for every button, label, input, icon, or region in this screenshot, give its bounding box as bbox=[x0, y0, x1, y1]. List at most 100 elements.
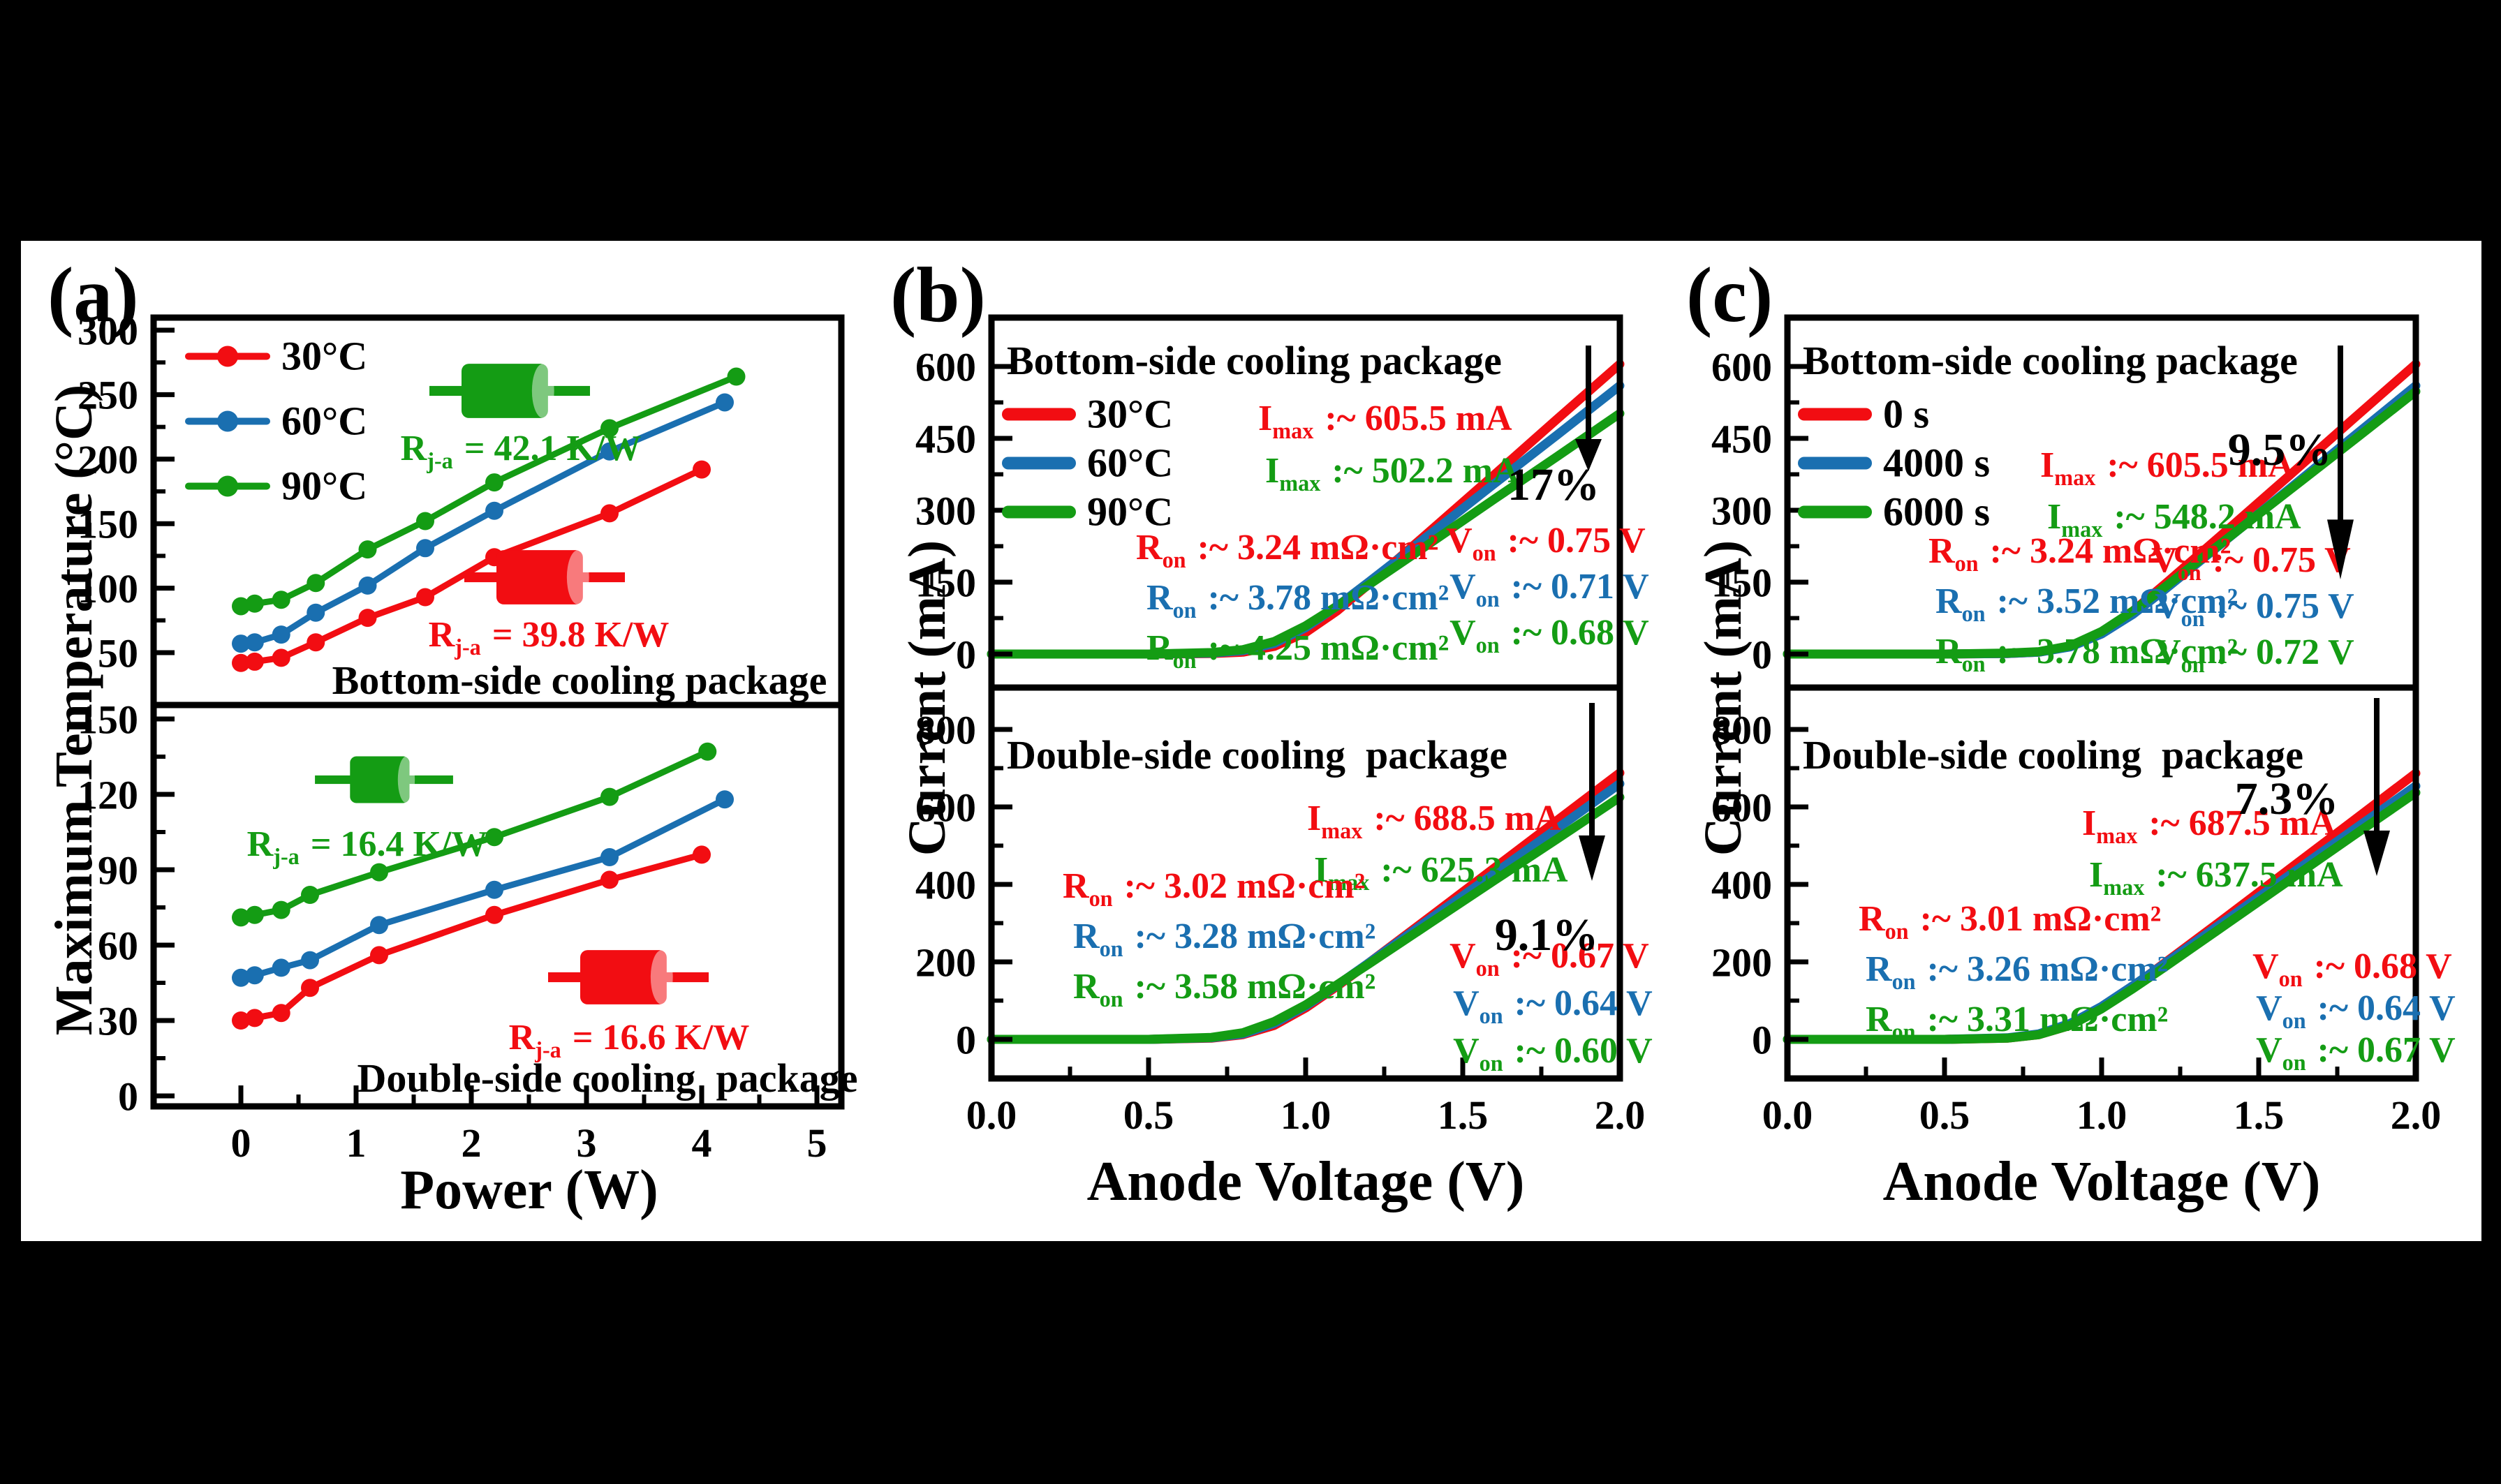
svg-text:250: 250 bbox=[78, 373, 138, 418]
decrease-arrow-icon bbox=[1573, 346, 1604, 471]
svg-text:100: 100 bbox=[78, 566, 138, 611]
legend-label: 0 s bbox=[1883, 391, 1930, 437]
von-blue-value: Von :~ 0.75 V bbox=[2155, 586, 2354, 632]
subplot-title-double-side: Double-side cooling package bbox=[1007, 732, 1507, 778]
ron-red-value: Ron :~ 3.24 mΩ·cm² bbox=[1136, 528, 1439, 573]
figure-canvas: 300 250 200 150 100 50 150 120 90 60 30 0 0 1 2 3 4 5 600 4… bbox=[21, 241, 2481, 1241]
legend-item-30c: 30°C bbox=[185, 333, 367, 380]
legend-line-dot-icon bbox=[185, 410, 270, 431]
svg-text:1.5: 1.5 bbox=[2234, 1092, 2285, 1138]
von-red-value: Von :~ 0.67 V bbox=[1449, 936, 1649, 981]
panel-c-y-axis-title: Current (mA) bbox=[1694, 540, 1753, 856]
svg-text:150: 150 bbox=[915, 560, 976, 605]
legend-label: 30°C bbox=[281, 333, 368, 379]
von-green-value: Von :~ 0.68 V bbox=[1449, 613, 1649, 658]
red-package-icon bbox=[548, 949, 709, 1006]
imax-green-value: Imax :~ 637.5 mA bbox=[2089, 855, 2343, 900]
legend-item-60c: 60°C bbox=[185, 398, 367, 445]
legend-line-icon bbox=[1798, 505, 1872, 518]
subplot-caption-bottom-side: Bottom-side cooling package bbox=[332, 658, 827, 703]
legend-label: 60°C bbox=[281, 398, 368, 444]
svg-text:2: 2 bbox=[462, 1120, 482, 1166]
ron-blue-value: Ron :~ 3.78 mΩ·cm² bbox=[1146, 578, 1449, 623]
panel-b-y-axis-title: Current (mA) bbox=[898, 540, 957, 856]
svg-text:3: 3 bbox=[577, 1120, 597, 1166]
legend-label: 90°C bbox=[1087, 489, 1174, 535]
legend-line-icon bbox=[1798, 457, 1872, 469]
decrease-arrow-icon bbox=[2361, 698, 2392, 876]
svg-text:150: 150 bbox=[1711, 560, 1772, 605]
svg-text:200: 200 bbox=[915, 940, 976, 985]
degradation-percent: 7.3% bbox=[2234, 773, 2339, 824]
ron-red-value: Ron :~ 3.02 mΩ·cm² bbox=[1063, 866, 1366, 912]
von-red-value: Von :~ 0.68 V bbox=[2252, 947, 2452, 992]
svg-text:0.5: 0.5 bbox=[1919, 1092, 1970, 1138]
svg-text:600: 600 bbox=[915, 785, 976, 830]
svg-text:800: 800 bbox=[1711, 707, 1772, 752]
panel-c-x-axis-title: Anode Voltage (V) bbox=[1882, 1151, 2321, 1212]
legend-item-90c: 90°C bbox=[185, 463, 367, 510]
rja-red-value: Rj-a = 39.8 K/W bbox=[428, 615, 670, 660]
svg-text:600: 600 bbox=[1711, 785, 1772, 830]
ron-blue-value: Ron :~ 3.28 mΩ·cm² bbox=[1073, 917, 1376, 962]
subplot-title-bottom-side: Bottom-side cooling package bbox=[1803, 338, 2298, 383]
imax-green-value: Imax :~ 548.2 mA bbox=[2047, 497, 2301, 542]
von-blue-value: Von :~ 0.71 V bbox=[1449, 567, 1649, 612]
von-green-value: Von :~ 0.67 V bbox=[2256, 1030, 2456, 1076]
panel-b-x-axis-title: Anode Voltage (V) bbox=[1086, 1151, 1525, 1212]
legend-line-dot-icon bbox=[185, 346, 270, 366]
legend-label: 30°C bbox=[1087, 391, 1174, 437]
svg-text:5: 5 bbox=[807, 1120, 827, 1166]
svg-text:800: 800 bbox=[915, 707, 976, 752]
degradation-percent: 9.5% bbox=[2227, 424, 2332, 475]
green-package-icon bbox=[429, 362, 590, 420]
svg-text:150: 150 bbox=[78, 697, 138, 742]
svg-text:4: 4 bbox=[692, 1120, 712, 1166]
svg-text:200: 200 bbox=[1711, 940, 1772, 985]
panel-a-x-axis-title: Power (W) bbox=[400, 1159, 658, 1221]
imax-red-value: Imax :~ 688.5 mA bbox=[1307, 799, 1561, 844]
legend-item-4000s: 4000 s bbox=[1798, 440, 1990, 487]
panel-a-label: (a) bbox=[47, 252, 139, 339]
imax-red-value: Imax :~ 687.5 mA bbox=[2082, 803, 2336, 849]
legend-label: 90°C bbox=[281, 463, 368, 509]
ron-green-value: Ron :~ 4.25 mΩ·cm² bbox=[1146, 628, 1449, 674]
ron-red-value: Ron :~ 3.01 mΩ·cm² bbox=[1859, 899, 2162, 944]
ron-green-value: Ron :~ 3.78 mΩ·cm² bbox=[1935, 632, 2238, 677]
legend-line-dot-icon bbox=[185, 475, 270, 496]
subplot-title-bottom-side: Bottom-side cooling package bbox=[1007, 338, 1502, 383]
svg-text:600: 600 bbox=[915, 344, 976, 389]
svg-text:450: 450 bbox=[915, 416, 976, 461]
svg-text:0: 0 bbox=[231, 1120, 251, 1166]
svg-text:0.5: 0.5 bbox=[1123, 1092, 1174, 1138]
degradation-percent: 17% bbox=[1507, 459, 1600, 510]
panel-a-y-axis-title: Maximum Temperature (°C) bbox=[45, 384, 103, 1036]
legend-item-60c: 60°C bbox=[1002, 440, 1173, 487]
svg-text:300: 300 bbox=[1711, 488, 1772, 533]
imax-green-value: Imax :~ 502.2 mA bbox=[1265, 451, 1519, 496]
svg-text:1.5: 1.5 bbox=[1438, 1092, 1489, 1138]
subplot-title-double-side: Double-side cooling package bbox=[1803, 732, 2303, 778]
svg-text:0: 0 bbox=[956, 1017, 976, 1062]
svg-text:0: 0 bbox=[1752, 1017, 1772, 1062]
svg-text:60: 60 bbox=[98, 923, 138, 968]
svg-text:0: 0 bbox=[1752, 632, 1772, 677]
red-package-icon bbox=[464, 549, 625, 606]
rja-green-value: Rj-a = 16.4 K/W bbox=[246, 824, 488, 870]
svg-text:120: 120 bbox=[78, 772, 138, 817]
svg-text:200: 200 bbox=[78, 437, 138, 482]
svg-text:300: 300 bbox=[78, 308, 138, 353]
svg-text:50: 50 bbox=[98, 630, 138, 676]
svg-text:450: 450 bbox=[1711, 416, 1772, 461]
svg-text:600: 600 bbox=[1711, 344, 1772, 389]
legend-line-icon bbox=[1002, 457, 1076, 469]
legend-line-icon bbox=[1798, 408, 1872, 420]
von-blue-value: Von :~ 0.64 V bbox=[2256, 988, 2456, 1034]
legend-item-90c: 90°C bbox=[1002, 489, 1173, 535]
svg-text:1.0: 1.0 bbox=[2076, 1092, 2127, 1138]
svg-text:400: 400 bbox=[1711, 862, 1772, 907]
decrease-arrow-icon bbox=[1577, 703, 1607, 881]
von-red-value: Von :~ 0.75 V bbox=[1446, 521, 1646, 566]
svg-text:2.0: 2.0 bbox=[1595, 1092, 1646, 1138]
